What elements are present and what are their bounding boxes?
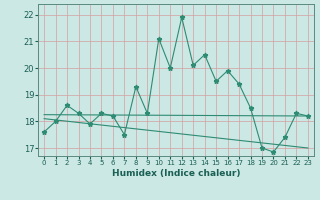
X-axis label: Humidex (Indice chaleur): Humidex (Indice chaleur) (112, 169, 240, 178)
